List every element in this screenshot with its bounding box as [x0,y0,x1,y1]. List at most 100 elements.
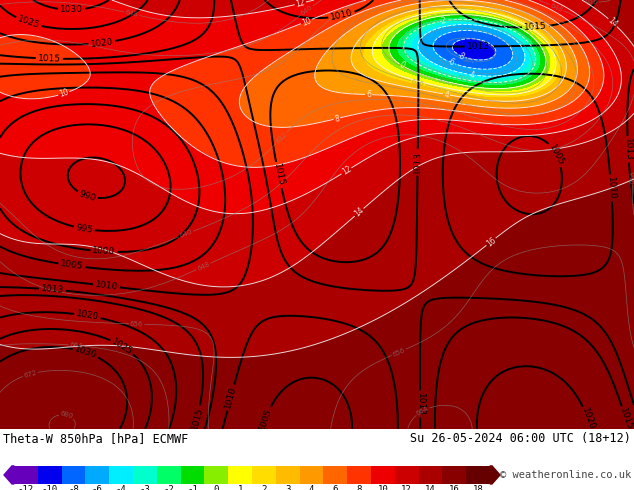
Text: 632: 632 [275,131,288,145]
Text: 1010: 1010 [605,176,616,200]
Text: 1013: 1013 [413,151,422,174]
Bar [86,466,109,484]
Text: 1: 1 [237,485,243,490]
Text: 680: 680 [60,411,74,420]
Text: 1015: 1015 [618,407,634,431]
Text: 1013: 1013 [623,138,633,161]
Text: 1020: 1020 [90,37,113,49]
Text: -2: -2 [164,485,174,490]
Text: 1005: 1005 [547,143,566,167]
Text: 1015: 1015 [524,22,547,32]
Text: 1013: 1013 [41,284,64,295]
Text: 990: 990 [78,189,97,203]
Bar [133,466,157,484]
Text: 2: 2 [261,485,266,490]
Text: 648: 648 [196,261,210,272]
Text: 584: 584 [461,56,475,65]
Text: 10: 10 [300,16,313,27]
Text: 656: 656 [584,0,598,5]
Text: -4: -4 [116,485,126,490]
Text: -4: -4 [467,70,476,80]
Text: 1020: 1020 [579,407,596,431]
Text: 995: 995 [75,223,93,235]
Text: 640: 640 [299,4,314,17]
Text: 1005: 1005 [257,407,274,431]
Text: 1005: 1005 [60,259,84,271]
Text: 10: 10 [58,88,70,99]
Text: -8: -8 [68,485,79,490]
Text: 4: 4 [443,90,450,99]
Bar [181,466,204,484]
Text: 8: 8 [333,114,340,123]
Text: 16: 16 [484,235,498,248]
Text: 12: 12 [340,165,353,177]
Text: 4: 4 [309,485,314,490]
Bar [204,466,228,484]
Bar [157,466,181,484]
Bar [466,466,490,484]
Bar [38,466,61,484]
Text: 6: 6 [366,90,372,99]
Text: Su 26-05-2024 06:00 UTC (18+12): Su 26-05-2024 06:00 UTC (18+12) [410,432,631,445]
Bar [443,466,466,484]
FancyArrow shape [490,466,500,484]
Text: -6: -6 [92,485,103,490]
Text: 672: 672 [23,369,37,379]
Text: 18: 18 [473,485,484,490]
Text: 14: 14 [606,16,619,29]
Text: 12: 12 [295,0,306,9]
Text: 1020: 1020 [75,310,100,322]
Text: -6: -6 [446,57,456,68]
Text: 16: 16 [449,485,460,490]
Bar [300,466,323,484]
Text: 8: 8 [356,485,362,490]
Text: 648: 648 [125,9,139,18]
Text: 1013: 1013 [415,392,425,416]
Text: 1000: 1000 [92,246,115,257]
Text: 1010: 1010 [330,9,354,23]
Text: 0: 0 [398,61,406,71]
FancyArrow shape [4,466,14,484]
Text: 1030: 1030 [74,344,98,360]
Text: 656: 656 [130,321,143,327]
Text: 608: 608 [436,76,451,86]
Text: 648: 648 [549,2,564,13]
Text: 14: 14 [353,206,366,219]
Bar [14,466,38,484]
Text: 1010: 1010 [94,280,119,292]
Bar [228,466,252,484]
Text: -10: -10 [42,485,58,490]
Text: 2: 2 [526,23,535,33]
Text: 1010: 1010 [224,385,238,410]
Text: 1030: 1030 [60,5,83,14]
Text: 12: 12 [401,485,412,490]
Text: 656: 656 [630,171,634,184]
Text: 1015: 1015 [272,163,285,187]
Text: 1025: 1025 [16,15,41,30]
Text: 14: 14 [425,485,436,490]
Text: -2: -2 [439,16,448,26]
Text: 600: 600 [456,74,471,83]
Text: 0: 0 [214,485,219,490]
Bar [276,466,300,484]
Text: 616: 616 [411,78,425,87]
Text: 1013: 1013 [467,42,490,51]
Text: 1015: 1015 [190,406,204,431]
Text: 640: 640 [179,229,193,239]
Text: 3: 3 [285,485,290,490]
Text: 624: 624 [450,98,465,107]
Bar [109,466,133,484]
Text: 656: 656 [392,347,406,358]
Text: -8: -8 [456,50,466,62]
Bar [347,466,371,484]
Text: 664: 664 [415,405,430,417]
Bar [418,466,443,484]
Bar [252,466,276,484]
Text: 1025: 1025 [110,337,134,356]
Text: 6: 6 [333,485,338,490]
Text: © weatheronline.co.uk: © weatheronline.co.uk [500,470,631,480]
Bar [61,466,86,484]
Text: -3: -3 [139,485,150,490]
Text: 1015: 1015 [37,54,61,63]
Text: 664: 664 [69,342,83,349]
